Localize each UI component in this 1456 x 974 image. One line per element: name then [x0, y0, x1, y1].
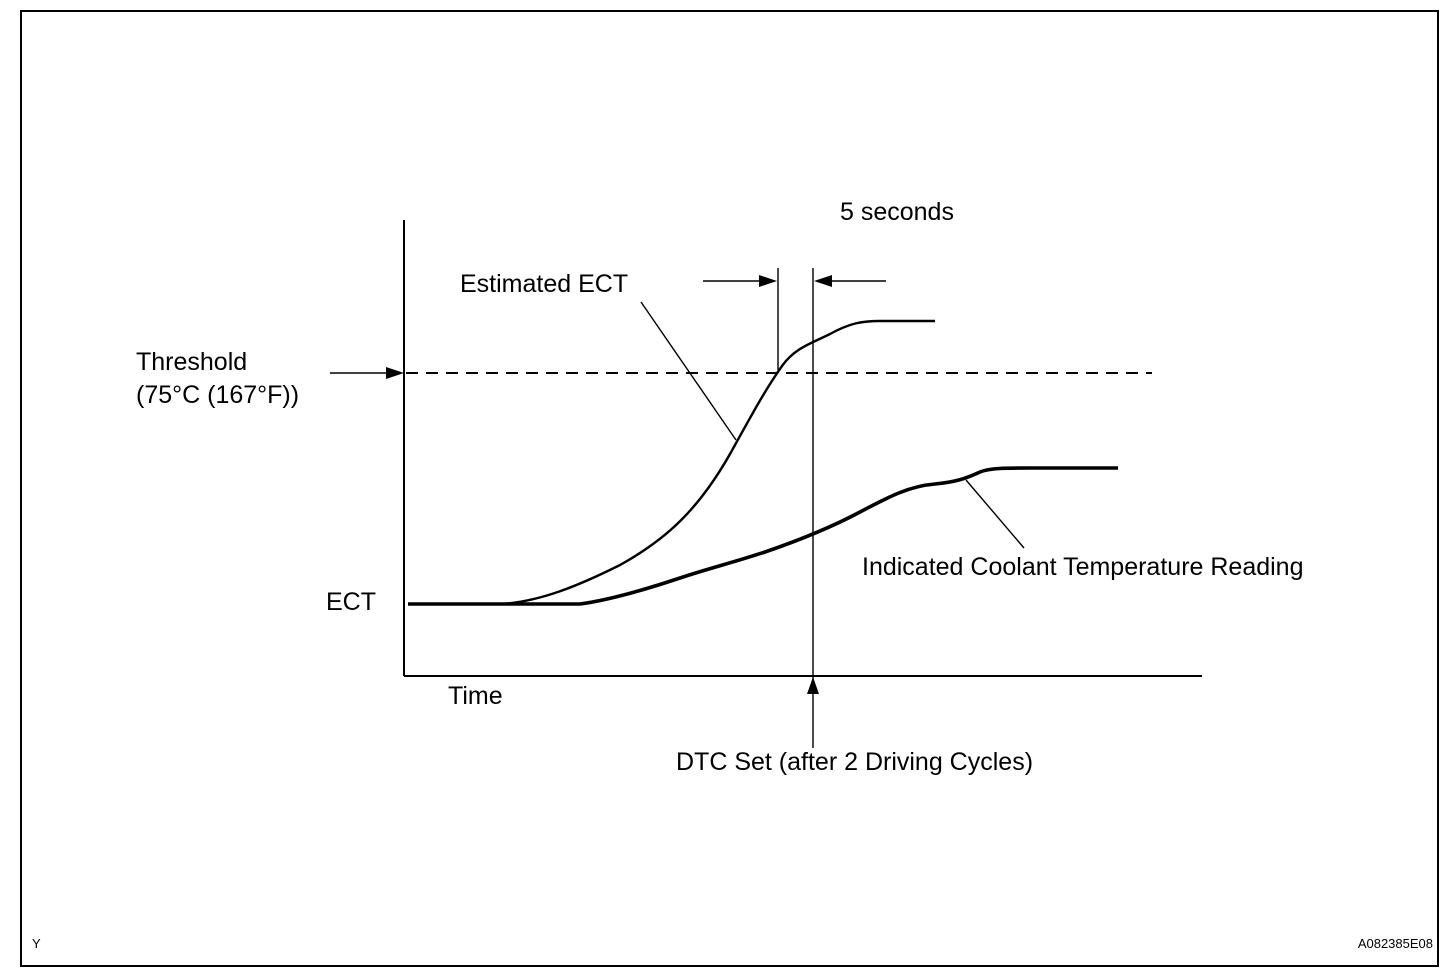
estimated-ect-leader	[640, 301, 737, 441]
dtc-set-arrow-head	[807, 677, 819, 694]
threshold-arrow-head	[386, 367, 404, 379]
diagram-frame	[20, 10, 1439, 967]
threshold-label-line1: Threshold	[136, 348, 247, 376]
five-seconds-label: 5 seconds	[840, 198, 954, 226]
figure-code-label: A082385E08	[1358, 936, 1433, 951]
threshold-label-line2: (75°C (167°F))	[136, 381, 299, 409]
five-seconds-arrow-right-head	[814, 275, 832, 287]
indicated-reading-label: Indicated Coolant Temperature Reading	[862, 553, 1304, 581]
time-axis-label: Time	[448, 682, 503, 710]
estimated-ect-curve	[499, 319, 935, 606]
indicated-coolant-curve	[408, 466, 1118, 606]
dtc-set-label: DTC Set (after 2 Driving Cycles)	[676, 748, 1033, 776]
estimated-ect-label: Estimated ECT	[460, 270, 628, 298]
five-seconds-arrow-left-head	[759, 275, 777, 287]
ect-axis-label: ECT	[326, 588, 376, 616]
indicated-reading-leader	[965, 479, 1025, 549]
corner-left-label: Y	[32, 936, 41, 951]
